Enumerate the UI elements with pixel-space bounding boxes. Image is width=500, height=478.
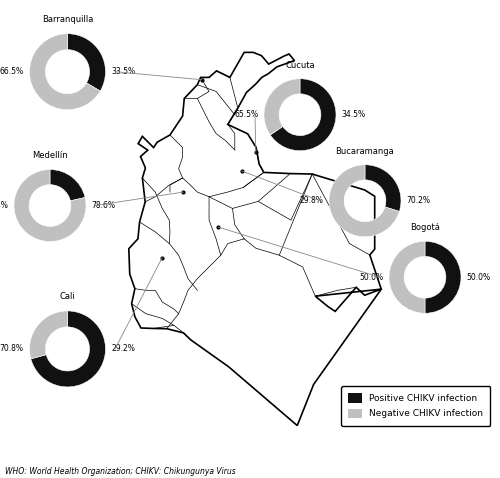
Wedge shape — [30, 311, 68, 359]
Wedge shape — [389, 241, 425, 313]
Title: Barranquilla: Barranquilla — [42, 15, 93, 24]
Text: 66.5%: 66.5% — [0, 67, 24, 76]
Title: Bucaramanga: Bucaramanga — [336, 147, 394, 156]
Text: 21.4%: 21.4% — [0, 201, 8, 210]
Title: Cúcuta: Cúcuta — [285, 61, 315, 70]
Wedge shape — [50, 170, 85, 201]
Title: Medellín: Medellín — [32, 152, 68, 161]
Text: 29.8%: 29.8% — [300, 196, 324, 205]
Legend: Positive CHIKV infection, Negative CHIKV infection: Positive CHIKV infection, Negative CHIKV… — [342, 386, 490, 426]
Polygon shape — [129, 53, 382, 425]
Text: 50.0%: 50.0% — [466, 273, 490, 282]
Title: Cali: Cali — [60, 293, 76, 301]
Text: WHO: World Health Organization; CHIKV: Chikungunya Virus: WHO: World Health Organization; CHIKV: C… — [5, 467, 236, 476]
Text: 65.5%: 65.5% — [234, 110, 258, 119]
Wedge shape — [365, 165, 401, 211]
Text: 70.2%: 70.2% — [406, 196, 430, 205]
Wedge shape — [68, 34, 106, 91]
Wedge shape — [31, 311, 106, 387]
Text: 50.0%: 50.0% — [360, 273, 384, 282]
Text: 33.5%: 33.5% — [111, 67, 136, 76]
Wedge shape — [425, 241, 461, 313]
Wedge shape — [30, 34, 100, 109]
Text: 70.8%: 70.8% — [0, 345, 24, 353]
Title: Bogotá: Bogotá — [410, 223, 440, 232]
Wedge shape — [329, 165, 400, 237]
Text: 78.6%: 78.6% — [92, 201, 116, 210]
Wedge shape — [270, 79, 336, 151]
Wedge shape — [264, 79, 300, 135]
Text: 34.5%: 34.5% — [342, 110, 365, 119]
Text: 29.2%: 29.2% — [111, 345, 135, 353]
Wedge shape — [14, 170, 86, 241]
